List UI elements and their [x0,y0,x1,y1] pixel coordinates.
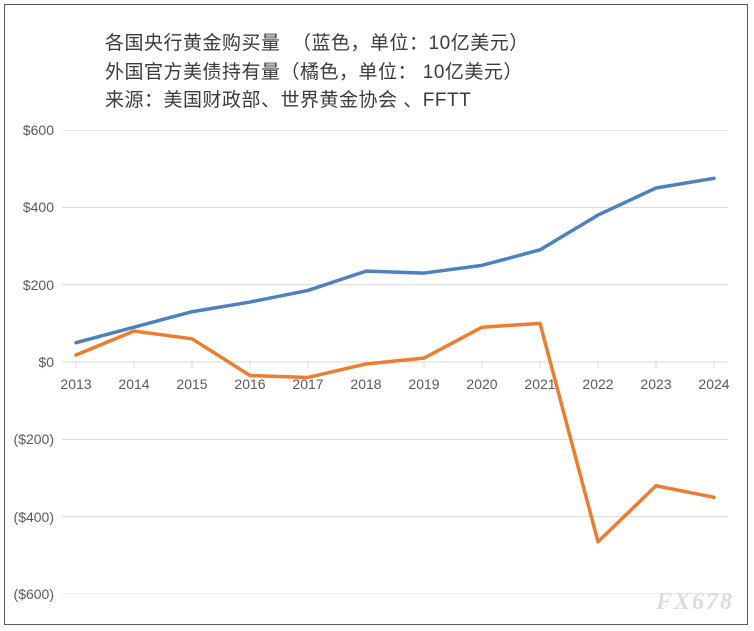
series-foreign_ust_holdings [76,323,714,541]
series-gold_purchases [76,178,714,342]
title-line-2: 外国官方美债持有量（橘色，单位： 10亿美元） [105,59,529,88]
y-tick-label: ($400) [14,509,54,525]
y-tick-label: $0 [38,354,54,370]
title-line-1: 各国央行黄金购买量 （蓝色，单位：10亿美元） [105,30,529,59]
y-tick-label: ($200) [14,431,54,447]
y-tick-label: $600 [23,122,54,138]
y-tick-label: ($600) [14,586,54,602]
chart-title-block: 各国央行黄金购买量 （蓝色，单位：10亿美元） 外国官方美债持有量（橘色，单位：… [105,30,529,116]
y-axis-labels: $600$400$200$0($200)($400)($600) [0,130,54,594]
y-tick-label: $400 [23,199,54,215]
chart-plot [62,130,728,594]
y-tick-label: $200 [23,277,54,293]
watermark: FX678 [656,589,734,616]
title-line-3: 来源：美国财政部、世界黄金协会 、FFTT [105,87,529,116]
